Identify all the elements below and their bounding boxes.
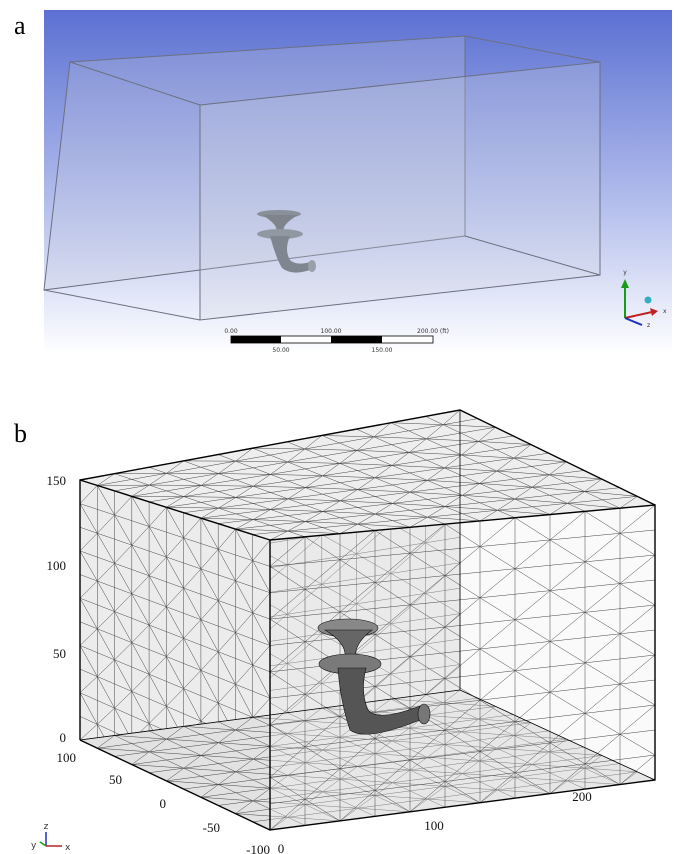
- tick-label: 150: [47, 473, 67, 488]
- tick-label: 100: [47, 558, 67, 573]
- scale-label: 150.00: [372, 347, 393, 354]
- axis-label: y: [31, 841, 37, 851]
- scale-label: 200.00 (ft): [417, 328, 449, 335]
- figure: a 0.00 100.00 200.00 (ft) 50.00 150.00 y…: [0, 0, 679, 854]
- tick-label: 50: [53, 646, 66, 661]
- scale-label: 50.00: [272, 347, 289, 354]
- z-axis-ticks: 150 100 50 0: [47, 473, 67, 745]
- domain-box: [44, 36, 600, 320]
- tick-label: -100: [246, 842, 270, 854]
- tick-label: -50: [203, 820, 220, 835]
- tick-label: 0: [160, 796, 167, 811]
- panel-label: a: [14, 11, 26, 40]
- tick-label: 0: [60, 730, 67, 745]
- mesh: [80, 410, 655, 830]
- scale-label: 0.00: [224, 328, 238, 335]
- axis-label: x: [663, 308, 667, 315]
- axis-label: y: [623, 269, 627, 276]
- axis-triad: z y x: [31, 822, 71, 853]
- panel-label: b: [14, 419, 27, 448]
- tick-label: 100: [424, 818, 444, 833]
- axis-label: z: [44, 822, 49, 832]
- tick-label: 100: [57, 750, 77, 765]
- tick-label: 0: [278, 841, 285, 854]
- axis-label: z: [647, 322, 650, 329]
- scale-label: 100.00: [321, 328, 342, 335]
- axis-label: x: [65, 843, 71, 853]
- tick-label: 200: [572, 789, 592, 804]
- tick-label: 50: [109, 772, 122, 787]
